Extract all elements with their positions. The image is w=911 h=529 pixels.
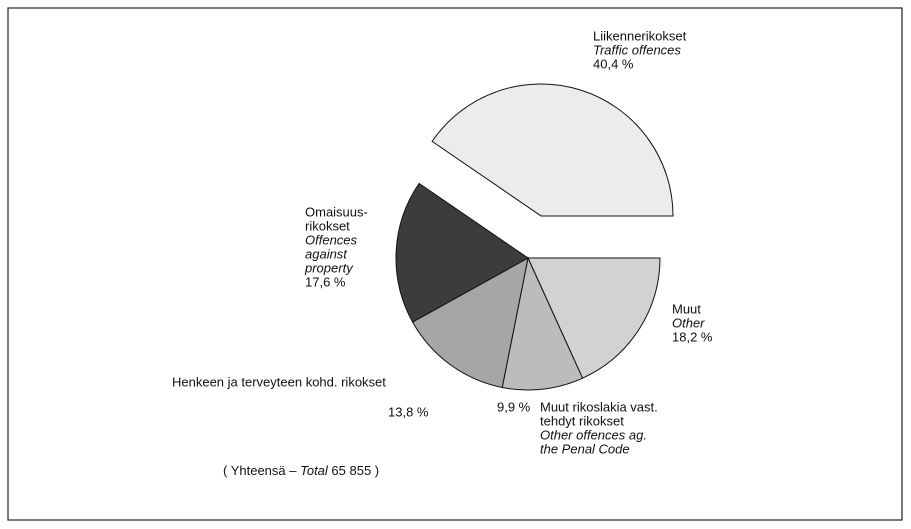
slice-label: Omaisuus- [305,204,368,219]
slice-label: tehdyt rikokset [540,413,624,428]
frame [7,7,903,521]
slice-label-en: Other offences ag. [540,427,647,442]
pie-slice [395,182,529,323]
pie-slice [527,257,661,379]
slice-label-en: property [304,260,354,275]
slice-label: Henkeen ja terveyteen kohd. rikokset [172,374,386,389]
value-label: 13,8 % [388,404,429,419]
value-label: 40,4 % [593,56,634,71]
slice-label: Liikennerikokset [593,28,687,43]
slice-label-en: Offences [305,232,358,247]
value-label: 18,2 % [672,329,713,344]
annotation-part: 65 855 ) [328,463,379,478]
value-label: 9,9 % [497,399,531,414]
annotation-part: ( Yhteensä – [223,463,300,478]
slice-label-en: Traffic offences [593,42,681,57]
value-label: 17,6 % [305,274,346,289]
slice-label-en: Other [672,315,705,330]
slice-label: Muut [672,301,701,316]
slice-label: rikokset [305,218,350,233]
pie-slice [411,257,529,389]
slice-label-en: the Penal Code [540,441,630,456]
pie-slice [501,256,584,391]
pie-slice [431,83,674,217]
annotation: ( Yhteensä – Total 65 855 ) [223,463,379,478]
annotation-part: Total [300,463,329,478]
slice-label: Muut rikoslakia vast. [540,399,658,414]
slice-label-en: against [305,246,348,261]
